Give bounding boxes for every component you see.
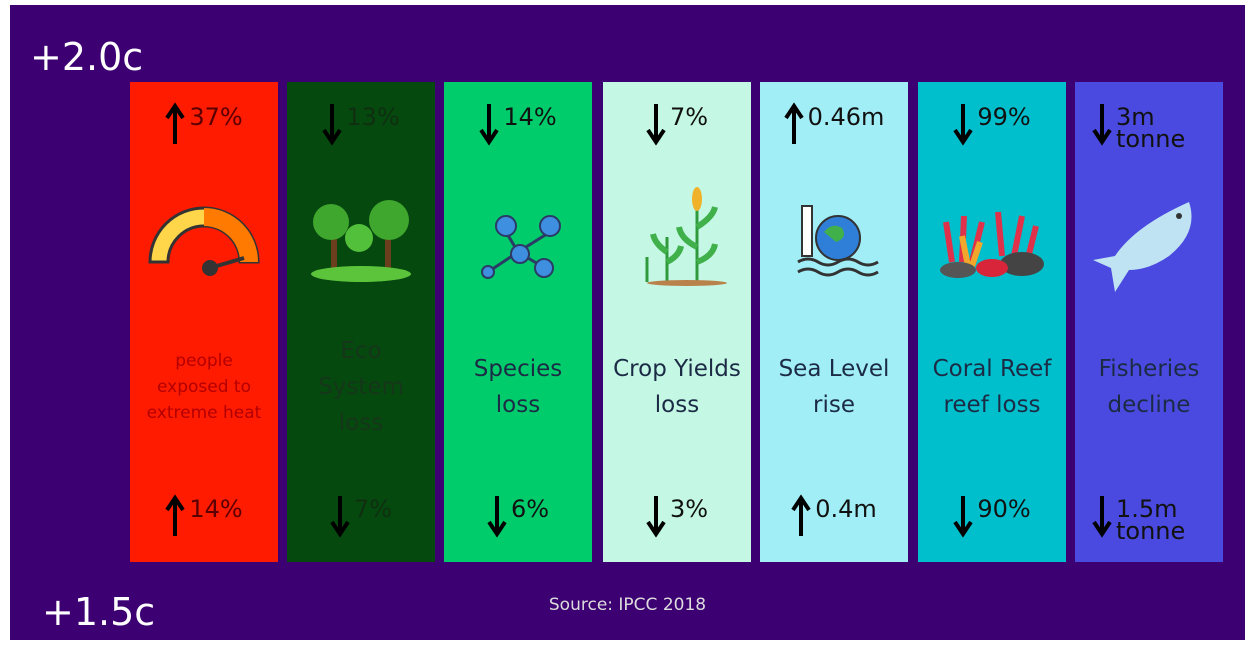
value-text: 13% [346, 102, 399, 128]
card: 14% Species loss 6% [444, 82, 592, 562]
sea-level-icon [774, 192, 894, 282]
crop-icon [617, 187, 737, 287]
card-label: Eco System loss [295, 322, 427, 452]
card-label: Fisheries decline [1083, 322, 1215, 452]
gauge-icon [144, 192, 264, 282]
infographic: +2.0c +1.5c 37% people exposed to extrem… [10, 5, 1245, 640]
value-text: 37% [189, 102, 242, 128]
species-icon [458, 192, 578, 282]
top-value: 7% [603, 102, 751, 146]
card-label: Sea Level rise [768, 322, 900, 452]
card: 7% Crop Yields loss 3% [603, 82, 751, 562]
page: +2.0c +1.5c 37% people exposed to extrem… [0, 0, 1251, 647]
bottom-value: 6% [444, 494, 592, 538]
value-text: 14% [189, 494, 242, 520]
value-text: 0.4m [815, 494, 877, 520]
value-text: 7% [354, 494, 392, 520]
card: 37% people exposed to extreme heat 14% [130, 82, 278, 562]
value-text: 99% [977, 102, 1030, 128]
bottom-value: 0.4m [760, 494, 908, 538]
coral-icon [932, 192, 1052, 282]
source-note: Source: IPCC 2018 [10, 595, 1245, 615]
value-text: 0.46m [808, 102, 885, 128]
card-label: Species loss [452, 322, 584, 452]
bottom-value: 14% [130, 494, 278, 538]
value-text: 14% [503, 102, 556, 128]
card: 3m tonne Fisheries decline 1.5m tonne [1075, 82, 1223, 562]
fish-icon [1089, 192, 1209, 292]
forest-icon [301, 192, 421, 282]
bottom-value: 7% [287, 494, 435, 538]
bottom-value: 3% [603, 494, 751, 538]
top-value: 14% [444, 102, 592, 146]
top-value: 99% [918, 102, 1066, 146]
bottom-value: 90% [918, 494, 1066, 538]
bottom-value: 1.5m tonne [1075, 494, 1223, 542]
card: 0.46m Sea Level rise 0.4m [760, 82, 908, 562]
top-temperature: +2.0c [30, 35, 143, 79]
top-value: 37% [130, 102, 278, 146]
value-text: 6% [511, 494, 549, 520]
value-text: 3% [670, 494, 708, 520]
card-label: people exposed to extreme heat [138, 322, 270, 452]
value-text: 3m tonne [1116, 102, 1206, 150]
card-label: Crop Yields loss [611, 322, 743, 452]
value-text: 1.5m tonne [1116, 494, 1206, 542]
card-label: Coral Reef reef loss [926, 322, 1058, 452]
top-value: 3m tonne [1075, 102, 1223, 150]
top-value: 0.46m [760, 102, 908, 146]
value-text: 7% [670, 102, 708, 128]
card: 13% Eco System loss 7% [287, 82, 435, 562]
top-value: 13% [287, 102, 435, 146]
value-text: 90% [977, 494, 1030, 520]
card: 99% Coral Reef reef loss 90% [918, 82, 1066, 562]
